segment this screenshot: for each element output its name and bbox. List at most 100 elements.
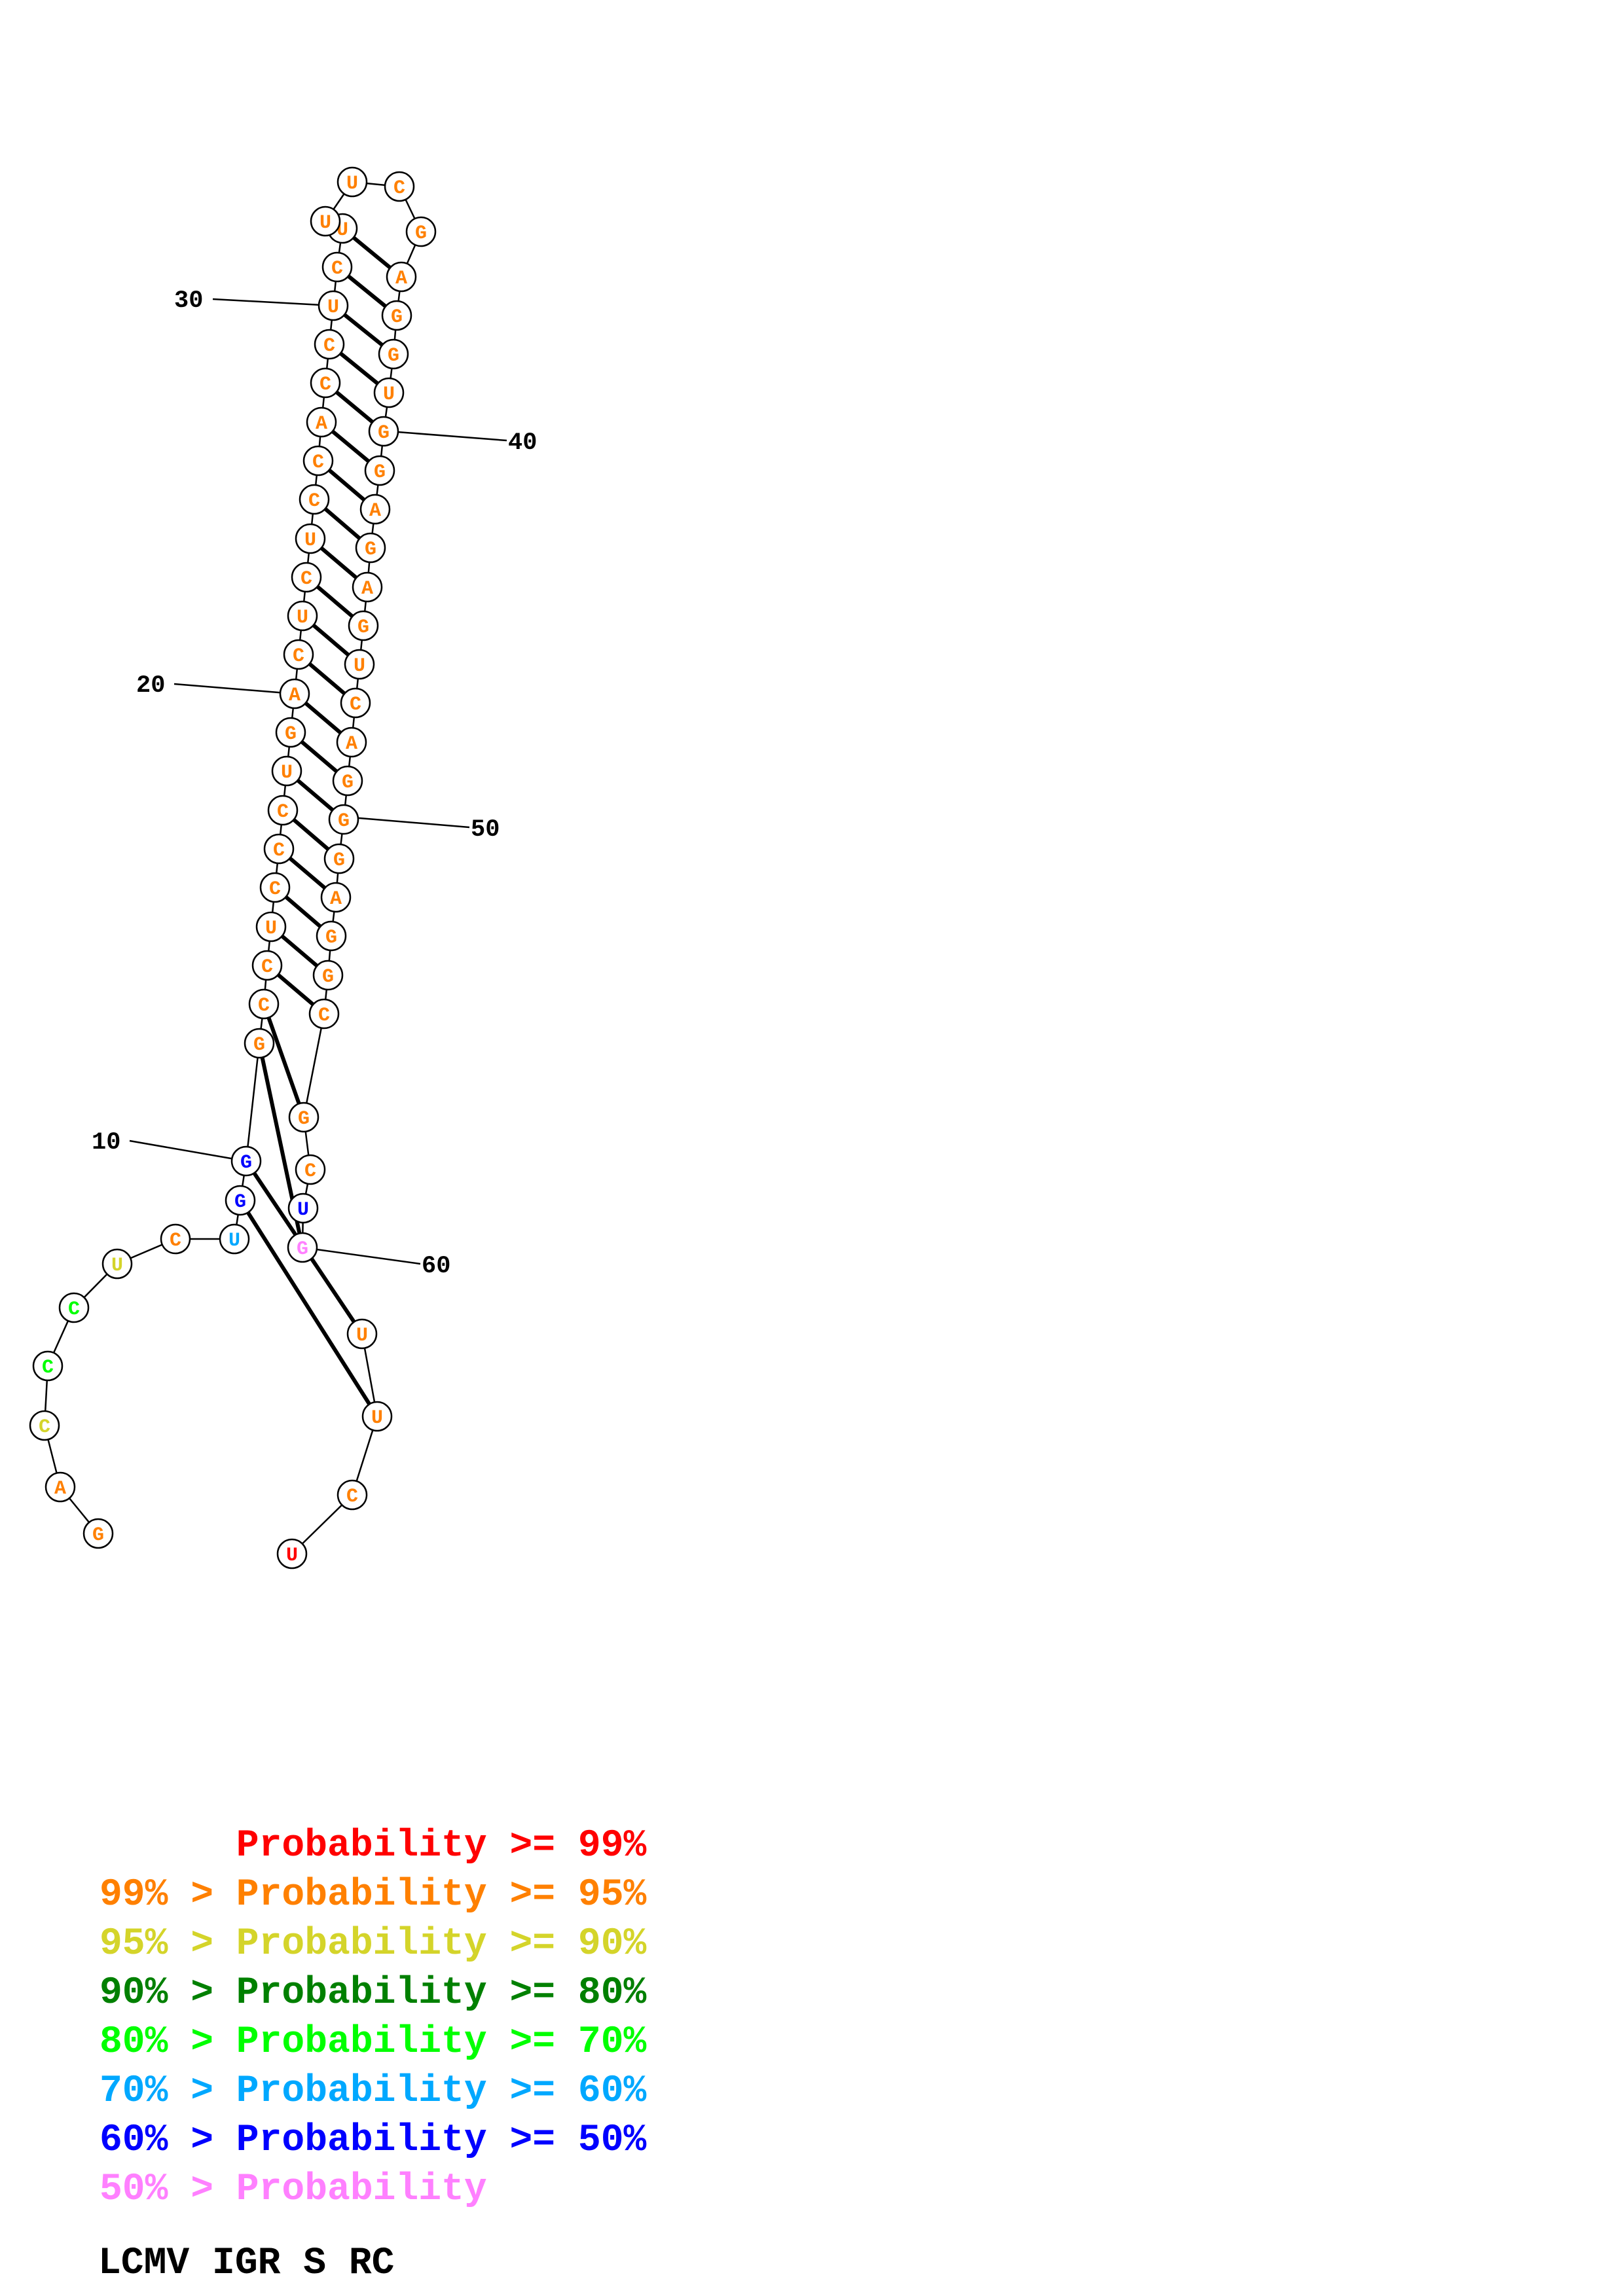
nucleotide-letter: C [308,490,320,512]
nucleotide-circle [368,416,399,447]
nucleotide-circle [378,338,409,370]
legend-label: Probability >= 80% [236,1972,647,2015]
nucleotide-circle [101,1248,133,1280]
legend-row-8: 50% > Probability [100,2168,487,2211]
nucleotide-letter: C [258,995,270,1017]
nucleotide-letter: U [356,1325,368,1347]
base-pair-bond [304,701,342,735]
nucleotide-39: G [378,338,409,370]
nucleotide-circle [263,833,295,865]
nucleotide-letter: C [323,335,335,357]
nucleotide-letter: U [371,1407,383,1429]
nucleotide-31: C [321,251,353,283]
nucleotide-circle [287,1193,319,1224]
nucleotide-58: C [295,1154,326,1185]
position-tick-line [212,298,334,307]
nucleotide-circle [251,950,283,981]
nucleotide-circle [373,377,405,408]
nucleotide-circle [283,639,314,670]
base-pair-bond [319,546,358,580]
legend-row-5: 80% > Probability >= 70% [100,2021,646,2064]
nucleotide-circle [318,290,349,321]
position-number-label: 50 [471,816,500,844]
position-number-label: 10 [92,1129,120,1157]
position-tick-line [129,1139,247,1162]
nucleotide-letter: C [346,1486,358,1508]
legend-label: Probability >= 70% [236,2021,647,2064]
nucleotide-62: U [361,1401,393,1432]
base-pair-bond [323,507,361,540]
position-number-label: 20 [136,672,165,700]
nucleotide-letter: C [269,878,281,901]
legend-row-1: Probability >= 99% [236,1825,647,1867]
nucleotide-circle [82,1518,114,1549]
position-number-layer: 10 20 30 40 50 60 [92,287,537,1280]
position-tick-line [388,430,507,442]
nucleotide-circle [310,206,341,237]
legend-row-7: 60% > Probability >= 50% [100,2119,646,2162]
nucleotide-47: U [344,649,375,680]
nucleotide-circle [405,216,437,247]
nucleotide-circle [310,367,341,399]
nucleotide-letter: U [346,173,358,195]
nucleotide-circle [275,717,306,748]
nucleotide-21: C [283,639,314,670]
nucleotide-circle [29,1410,60,1441]
nucleotide-50: G [332,765,363,797]
nucleotide-circle [267,795,299,826]
backbone-segment [245,1043,261,1162]
nucleotide-letter: U [354,655,365,677]
nucleotide-2: A [45,1471,76,1503]
nucleotide-17: C [267,795,299,826]
nucleotide-15: C [259,872,291,903]
legend-prefix: 50% > [100,2168,213,2211]
nucleotide-64: U [276,1538,308,1570]
base-pair-bond [280,934,319,968]
legend-label: Probability >= 99% [236,1825,647,1867]
nucleotide-44: G [355,532,386,564]
nucleotide-letter: C [170,1230,181,1252]
nucleotide-6: U [101,1248,133,1280]
nucleotide-25: C [299,484,330,515]
nucleotide-letter: A [54,1478,66,1500]
nucleotide-38: G [381,300,412,331]
nucleotide-letter: U [111,1255,123,1277]
nucleotide-26: C [302,445,334,476]
nucleotide-33: U [310,206,341,237]
nucleotide-letter: A [369,500,381,522]
nucleotide-letter: G [333,850,345,872]
nucleotide-35: C [384,171,415,202]
nucleotide-letter: G [240,1152,252,1174]
position-tick-line [173,683,295,695]
base-pair-bond [292,818,330,851]
nucleotide-61: U [346,1318,378,1350]
nucleotide-letter: G [253,1034,265,1056]
nucleotide-letter: G [338,810,350,833]
position-number-label: 30 [174,287,203,315]
nucleotide-letter: G [378,422,390,444]
nucleotide-circle [225,1185,256,1216]
base-pair-bond [335,390,374,424]
nucleotide-37: A [386,261,417,293]
nucleotide-circle [348,610,379,641]
nucleotide-circle [384,171,415,202]
nucleotide-letter: G [297,1238,308,1261]
legend-row-2: 99% > Probability >= 95% [100,1874,646,1916]
nucleotide-23: C [291,562,322,593]
nucleotide-circle [299,484,330,515]
nucleotide-22: U [287,600,318,632]
legend-row-6: 70% > Probability >= 60% [100,2070,646,2113]
nucleotide-30: U [318,290,349,321]
nucleotide-circle [359,493,391,525]
nucleotide-7: C [160,1223,191,1255]
nucleotide-circle [230,1145,262,1177]
nucleotide-43: A [359,493,391,525]
base-pair-bond [300,740,338,774]
nucleotide-20: A [279,678,310,709]
nucleotide-27: A [306,406,337,438]
nucleotide-55: G [312,960,344,991]
base-pair-bond [327,468,366,502]
base-pair-bond [352,236,392,270]
backbone-segment [302,1013,325,1118]
nucleotide-letter: A [395,268,407,290]
